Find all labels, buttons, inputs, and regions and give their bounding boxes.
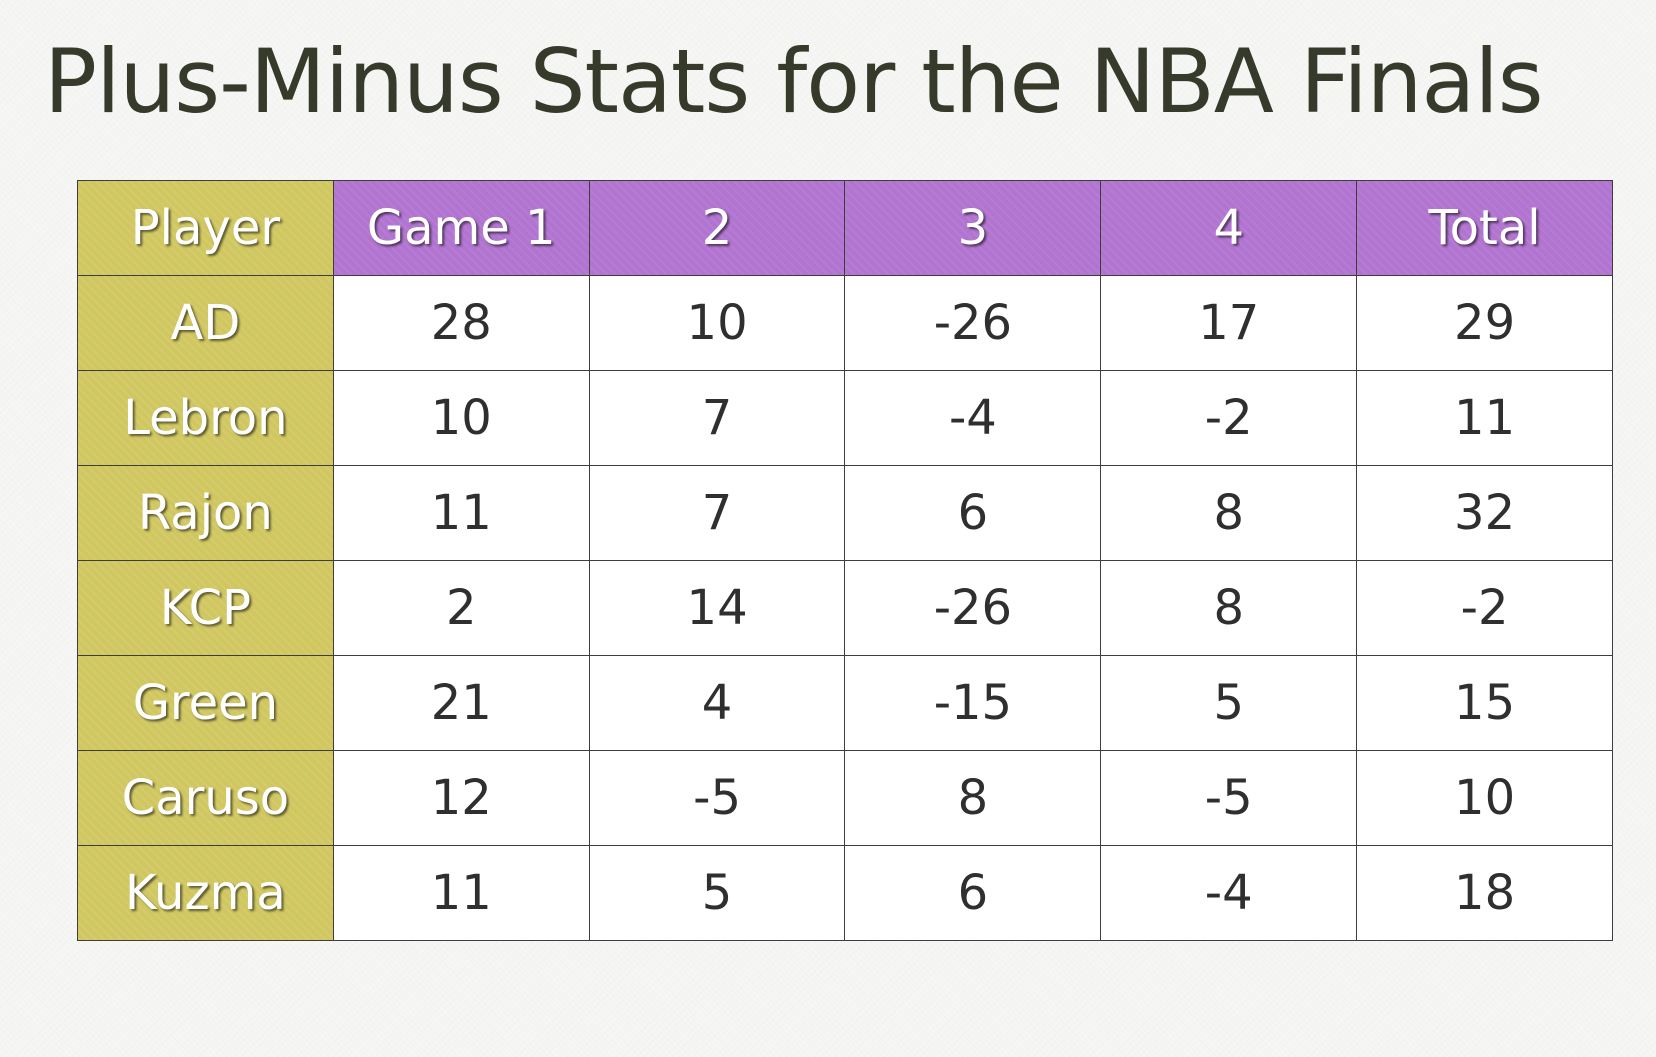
game-2-cell: 7	[588, 465, 846, 561]
game-1-cell: 11	[332, 465, 590, 561]
total-cell: 32	[1356, 465, 1613, 561]
game-2-cell: 5	[588, 845, 846, 941]
header-game-3: 3	[844, 180, 1102, 276]
total-cell: 10	[1356, 750, 1613, 846]
table-row: Green 21 4 -15 5 15	[77, 655, 1613, 751]
game-4-cell: -4	[1100, 845, 1358, 941]
table-row: Lebron 10 7 -4 -2 11	[77, 370, 1613, 466]
game-3-cell: 8	[844, 750, 1102, 846]
player-name-cell: AD	[77, 275, 334, 371]
game-3-cell: -26	[844, 275, 1102, 371]
slide-title: Plus-Minus Stats for the NBA Finals	[44, 30, 1544, 133]
game-1-cell: 12	[332, 750, 590, 846]
game-2-cell: 4	[588, 655, 846, 751]
table-row: Kuzma 11 5 6 -4 18	[77, 845, 1613, 941]
header-row: Player Game 1 2 3 4 Total	[77, 180, 1613, 276]
player-name-cell: Lebron	[77, 370, 334, 466]
game-3-cell: -4	[844, 370, 1102, 466]
game-4-cell: 5	[1100, 655, 1358, 751]
game-4-cell: -5	[1100, 750, 1358, 846]
game-2-cell: -5	[588, 750, 846, 846]
header-game-4: 4	[1100, 180, 1358, 276]
player-name-cell: Kuzma	[77, 845, 334, 941]
game-3-cell: -26	[844, 560, 1102, 656]
header-player: Player	[77, 180, 334, 276]
total-cell: 15	[1356, 655, 1613, 751]
game-1-cell: 2	[332, 560, 590, 656]
header-game-2: 2	[588, 180, 846, 276]
game-4-cell: 8	[1100, 465, 1358, 561]
table-row: Caruso 12 -5 8 -5 10	[77, 750, 1613, 846]
player-name-cell: KCP	[77, 560, 334, 656]
game-4-cell: 17	[1100, 275, 1358, 371]
total-cell: 11	[1356, 370, 1613, 466]
game-2-cell: 14	[588, 560, 846, 656]
game-3-cell: 6	[844, 845, 1102, 941]
table-row: KCP 2 14 -26 8 -2	[77, 560, 1613, 656]
table-header: Player Game 1 2 3 4 Total	[77, 180, 1613, 276]
game-1-cell: 21	[332, 655, 590, 751]
player-name-cell: Green	[77, 655, 334, 751]
plus-minus-table: Player Game 1 2 3 4 Total AD 28 10 -26 1…	[77, 180, 1613, 941]
game-1-cell: 11	[332, 845, 590, 941]
game-1-cell: 10	[332, 370, 590, 466]
game-4-cell: -2	[1100, 370, 1358, 466]
total-cell: 18	[1356, 845, 1613, 941]
player-name-cell: Rajon	[77, 465, 334, 561]
header-game-1: Game 1	[332, 180, 590, 276]
table-row: AD 28 10 -26 17 29	[77, 275, 1613, 371]
table-body: AD 28 10 -26 17 29 Lebron 10 7 -4 -2 11 …	[77, 275, 1613, 941]
game-2-cell: 7	[588, 370, 846, 466]
total-cell: -2	[1356, 560, 1613, 656]
table-row: Rajon 11 7 6 8 32	[77, 465, 1613, 561]
total-cell: 29	[1356, 275, 1613, 371]
game-1-cell: 28	[332, 275, 590, 371]
game-4-cell: 8	[1100, 560, 1358, 656]
header-total: Total	[1356, 180, 1613, 276]
game-3-cell: -15	[844, 655, 1102, 751]
game-3-cell: 6	[844, 465, 1102, 561]
game-2-cell: 10	[588, 275, 846, 371]
player-name-cell: Caruso	[77, 750, 334, 846]
